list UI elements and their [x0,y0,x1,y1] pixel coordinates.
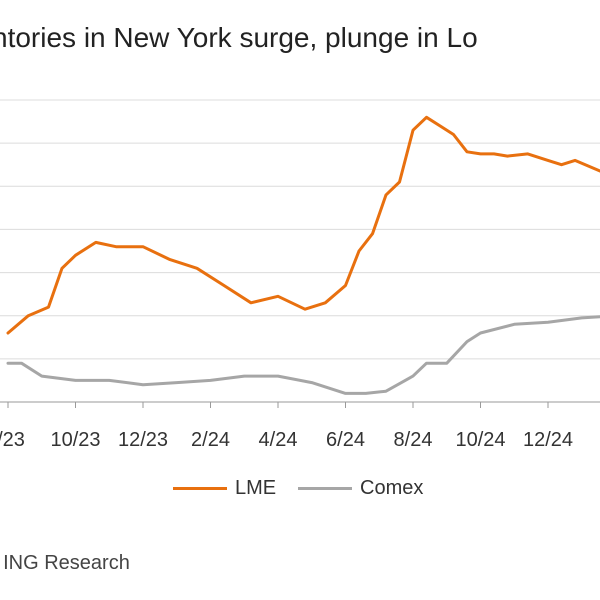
chart-title: ntories in New York surge, plunge in Lo [0,18,600,58]
x-tick-label: /23 [0,429,25,451]
x-tick-label: 2/24 [191,429,230,451]
legend-item-comex: Comex [298,477,423,500]
legend-label-lme: LME [235,477,277,499]
series-lines [6,115,600,395]
source-note: , ING Research [0,552,138,575]
x-tick-label: 12/23 [118,429,168,451]
series-line-lme [6,115,600,335]
x-tick-label: 12/24 [523,429,573,451]
x-tick-label: 8/24 [394,429,433,451]
x-tick-label: 4/24 [259,429,298,451]
legend: LME Comex [0,477,600,505]
legend-swatch-comex [298,487,352,490]
x-tick-label: 10/24 [455,429,505,451]
x-tick-label: 6/24 [326,429,365,451]
gridlines [0,99,600,403]
legend-label-comex: Comex [360,477,424,499]
source-text: , ING Research [0,552,130,574]
legend-swatch-lme [173,487,227,490]
x-axis-ticks [7,402,549,408]
legend-item-lme: LME [173,477,276,500]
x-tick-label: 10/23 [50,429,100,451]
chart-title-text: ntories in New York surge, plunge in Lo [0,22,478,53]
series-line-comex [6,315,600,395]
